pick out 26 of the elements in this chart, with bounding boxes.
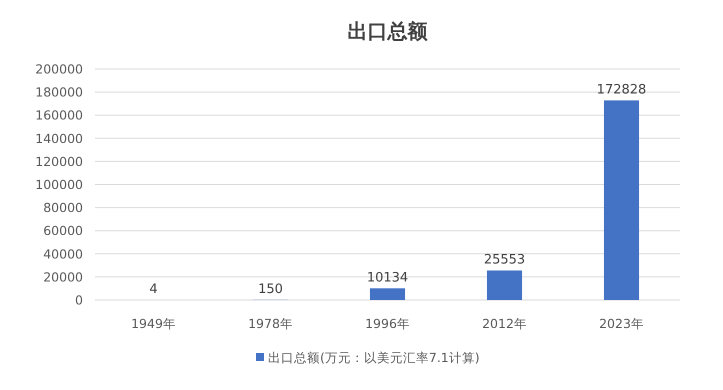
y-tick-label: 20000: [43, 269, 84, 284]
y-tick-label: 120000: [35, 154, 84, 169]
data-label: 10134: [366, 270, 408, 286]
chart-title: 出口总额: [348, 19, 428, 43]
y-tick-label: 40000: [43, 246, 84, 262]
x-tick-label: 2023年: [599, 316, 644, 331]
y-tick-label: 60000: [43, 223, 84, 238]
data-label: 4: [149, 282, 158, 297]
y-tick-label: 100000: [35, 177, 84, 192]
bar: [370, 288, 406, 300]
data-label: 25553: [484, 252, 526, 268]
y-tick-label: 200000: [35, 62, 84, 76]
bar: [486, 270, 522, 300]
y-tick-label: 140000: [35, 130, 84, 146]
y-tick-label: 180000: [35, 84, 84, 100]
data-label: 172828: [596, 82, 646, 98]
x-tick-label: 1949年: [131, 316, 176, 331]
x-tick-label: 1996年: [365, 316, 410, 331]
y-tick-label: 160000: [35, 108, 84, 123]
x-tick-label: 1978年: [248, 316, 293, 331]
y-tick-label: 80000: [43, 200, 84, 216]
data-label: 150: [258, 282, 283, 297]
legend-label: 出口总额(万元：以美元汇率7.1计算): [268, 350, 480, 365]
x-tick-label: 2012年: [482, 316, 527, 331]
bar: [604, 100, 640, 300]
y-tick-label: 0: [75, 292, 84, 308]
